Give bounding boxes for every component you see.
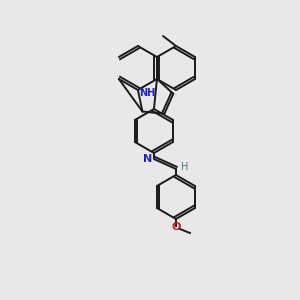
Text: N: N [143, 154, 152, 164]
Text: O: O [171, 222, 181, 232]
Text: NH: NH [139, 88, 155, 98]
Text: H: H [181, 162, 188, 172]
